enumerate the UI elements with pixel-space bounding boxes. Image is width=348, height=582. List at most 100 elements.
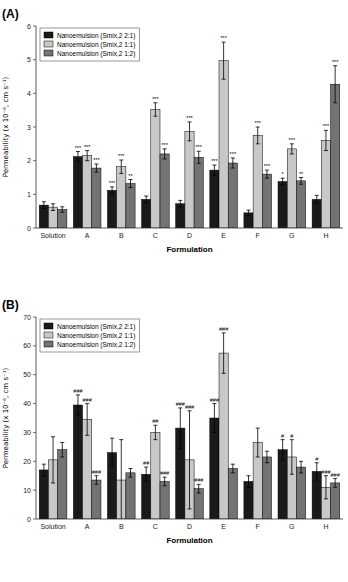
bar — [262, 174, 271, 228]
page: {"chart_data": [ {"type": "bar", "title"… — [0, 0, 348, 582]
x-tick-label: B — [119, 523, 124, 530]
error-bar — [222, 42, 226, 79]
error-bar — [51, 204, 55, 211]
plot-area — [39, 42, 340, 228]
annotation: *** — [152, 96, 159, 102]
error-bar — [197, 151, 201, 163]
y-tick-label: 20 — [23, 458, 31, 465]
annotation: ### — [194, 477, 204, 483]
y-axis-label: Permeability (x 10⁻⁶, cm s⁻¹) — [2, 367, 10, 468]
annotation: ### — [210, 397, 220, 403]
bar — [92, 480, 101, 519]
legend-entry: Nanoemulsion (Smix,2 1:2) — [57, 341, 135, 349]
bar — [117, 167, 126, 228]
error-bar — [290, 144, 294, 154]
annotation: ### — [92, 469, 102, 475]
y-axis-label: Permeability (x 10⁻⁶, cm s⁻¹) — [2, 76, 10, 177]
error-bar — [315, 195, 319, 203]
error-bar — [265, 170, 269, 178]
x-axis-line — [36, 228, 343, 229]
error-bar — [299, 461, 303, 473]
x-tick-label: H — [323, 523, 328, 530]
error-bar — [324, 476, 328, 499]
error-bar — [333, 479, 337, 488]
y-tick-label: 0 — [27, 225, 31, 232]
bar — [73, 157, 82, 228]
error-bar — [110, 438, 114, 467]
annotation: *** — [220, 35, 227, 41]
error-bar — [256, 127, 260, 144]
legend-entry: Nanoemulsion (Smix,2 2:1) — [57, 32, 135, 40]
bar — [107, 190, 116, 228]
error-bar — [163, 477, 167, 486]
bar — [296, 467, 305, 519]
annotation: ** — [128, 173, 133, 179]
error-bar — [299, 178, 303, 185]
y-tick — [33, 127, 36, 128]
legend-box — [40, 319, 139, 352]
legend-box — [40, 28, 139, 61]
x-axis-line — [36, 519, 343, 520]
bar — [278, 182, 287, 228]
x-tick-label: C — [153, 523, 158, 530]
error-bar — [60, 443, 64, 457]
bar — [253, 135, 262, 228]
bar — [321, 140, 330, 228]
x-tick-label: F — [256, 232, 260, 239]
bar — [151, 109, 160, 228]
error-bar — [153, 103, 157, 116]
annotation: *** — [75, 145, 82, 151]
error-bar — [315, 463, 319, 480]
annotation: *** — [211, 158, 218, 164]
y-tick — [33, 519, 36, 520]
legend: Nanoemulsion (Smix,2 2:1)Nanoemulsion (S… — [40, 319, 139, 352]
y-tick-label: 1 — [27, 191, 31, 198]
annotation: # — [315, 456, 319, 462]
legend-entry: Nanoemulsion (Smix,2 1:1) — [57, 41, 135, 49]
panel-title: (B) — [2, 298, 19, 312]
error-bar — [324, 130, 328, 150]
legend-entry: Nanoemulsion (Smix,2 1:2) — [57, 50, 135, 58]
legend-swatch — [44, 323, 53, 329]
error-bar — [85, 404, 89, 436]
y-tick-label: 30 — [23, 429, 31, 436]
legend-entry: Nanoemulsion (Smix,2 2:1) — [57, 323, 135, 331]
panel-title: (A) — [2, 7, 19, 21]
y-tick — [33, 228, 36, 229]
y-tick-label: 0 — [27, 516, 31, 523]
bar — [142, 199, 151, 228]
bar — [331, 483, 340, 519]
error-bar — [290, 440, 294, 475]
annotation: # — [281, 433, 285, 439]
y-tick — [33, 432, 36, 433]
y-tick-label: 5 — [27, 56, 31, 63]
bar — [331, 84, 340, 228]
x-tick-label: G — [289, 232, 294, 239]
y-tick-label: 4 — [27, 90, 31, 97]
x-tick-label: A — [85, 232, 90, 239]
bar — [262, 457, 271, 519]
annotation: ### — [73, 388, 83, 394]
y-tick — [33, 345, 36, 346]
x-tick-label: A — [85, 523, 90, 530]
y-tick-label: 40 — [23, 400, 31, 407]
annotation: ### — [160, 470, 170, 476]
annotation: *** — [264, 163, 271, 169]
x-tick-label: G — [289, 523, 294, 530]
annotation: *** — [255, 120, 262, 126]
error-bar — [128, 469, 132, 478]
legend-entry: Nanoemulsion (Smix,2 1:1) — [57, 332, 135, 340]
y-tick — [33, 403, 36, 404]
y-tick-label: 2 — [27, 157, 31, 164]
error-bar — [51, 437, 55, 483]
annotation: *** — [332, 59, 339, 65]
y-tick — [33, 374, 36, 375]
error-bar — [119, 160, 123, 173]
annotation: ### — [219, 326, 229, 332]
bar — [296, 181, 305, 228]
annotation: ## — [143, 460, 150, 466]
error-bar — [42, 202, 46, 209]
y-tick-label: 10 — [23, 487, 31, 494]
legend-swatch — [44, 50, 53, 56]
bar — [73, 405, 82, 519]
